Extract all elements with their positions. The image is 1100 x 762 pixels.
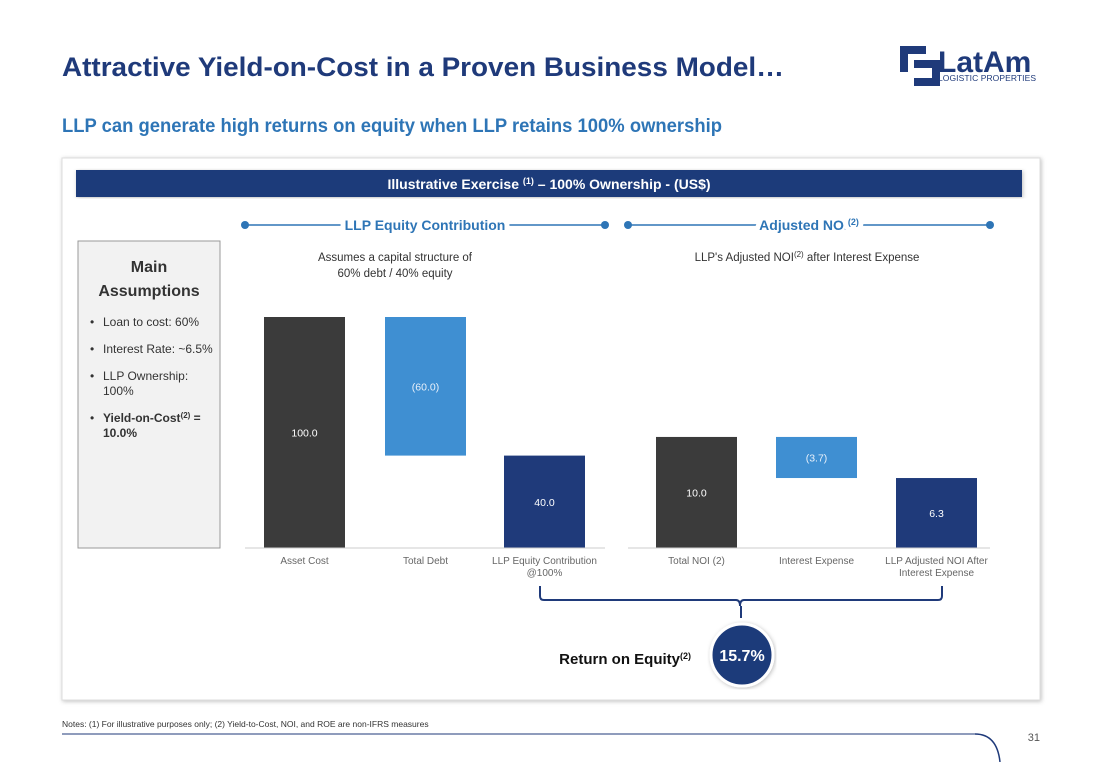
value-label: 10.0 [686, 487, 707, 499]
section-title: LLP Equity Contribution [345, 217, 506, 233]
bar [896, 478, 977, 548]
section-title-sup: (2) [848, 217, 859, 227]
category: Total Debt [402, 556, 449, 567]
banner-rest: – 100% Ownership - (US$) [534, 176, 711, 192]
card [61, 157, 1041, 701]
bullet: • [90, 342, 94, 356]
page-number: 31 [1028, 732, 1040, 744]
roe-label-text: Return on Equity [559, 651, 680, 668]
logo-name: LatAm [938, 46, 1031, 79]
chart-note: Assumes a capital structure of [318, 252, 473, 264]
chart-note-part: (2) [794, 250, 804, 259]
highlight-sup: (2) [181, 411, 191, 420]
section-dot [601, 221, 609, 229]
section-title-text: LLP Equity Contribution [345, 217, 506, 233]
value-label: 6.3 [929, 508, 944, 520]
category: LLP Adjusted NOI After Interest Expense [885, 556, 988, 579]
assumptions-title: Main [131, 259, 167, 276]
section-dot [241, 221, 249, 229]
chart-note: 60% debt / 40% equity [337, 268, 452, 280]
roe-label: Return on Equity(2) [559, 651, 691, 668]
logo-icon [900, 46, 940, 86]
x-tick-label: LLP Equity Contribution @100% [492, 556, 597, 579]
section-title-text: Adjusted NOI [759, 217, 848, 233]
category: Interest Expense [778, 556, 855, 567]
value-label: (3.7) [806, 452, 828, 464]
assumptions-title: Assumptions [98, 283, 199, 300]
assumption-highlight: Yield-on-Cost(2) = [103, 411, 201, 425]
bar [385, 317, 466, 456]
category: Total NOI (2) [668, 556, 725, 567]
category: Asset Cost [280, 556, 329, 567]
banner-text: Illustrative Exercise (1) – 100% Ownersh… [387, 176, 710, 192]
notes: Notes: (1) For illustrative purposes onl… [62, 719, 429, 729]
chart-note-part: LLP's Adjusted NOI [695, 252, 794, 264]
section-dot [624, 221, 632, 229]
assumption-item: Loan to cost: 60% [103, 315, 199, 329]
assumptions-box [77, 240, 221, 549]
roe-value: 15.7% [719, 648, 764, 665]
assumption-item: LLP Ownership: [103, 369, 188, 383]
chart-note: LLP's Adjusted NOI(2) after Interest Exp… [695, 250, 920, 264]
subtitle: LLP can generate high returns on equity … [62, 116, 722, 137]
slide-title: Attractive Yield-on-Cost in a Proven Bus… [62, 52, 784, 82]
value-label: 100.0 [291, 428, 317, 440]
roe-sup: (2) [680, 651, 691, 661]
section-title: Adjusted NOI(2) [759, 217, 859, 233]
chart-note-part: after Interest Expense [804, 252, 920, 264]
highlight-text: Yield-on-Cost [103, 411, 181, 425]
footer-curve [974, 733, 1001, 762]
section-dot [986, 221, 994, 229]
highlight-rest: = [190, 411, 200, 425]
bar [264, 317, 345, 548]
roe-circle [709, 622, 775, 688]
assumption-item: 100% [103, 384, 134, 398]
bar [504, 455, 585, 548]
logo: LatAm LOGISTIC PROPERTIES [900, 46, 1036, 86]
bar [656, 436, 737, 548]
logo-tagline: LOGISTIC PROPERTIES [938, 73, 1036, 83]
banner-main: Illustrative Exercise [387, 176, 522, 192]
value-label: 40.0 [534, 497, 555, 509]
bullet: • [90, 315, 94, 329]
category: LLP Equity Contribution @100% [492, 556, 597, 579]
value-label: (60.0) [412, 381, 439, 393]
x-tick-label: Total NOI (2) [668, 556, 725, 567]
assumption-item: Interest Rate: ~6.5% [103, 342, 213, 356]
assumption-highlight: 10.0% [103, 426, 137, 440]
bullet: • [90, 411, 94, 425]
bullet: • [90, 369, 94, 383]
x-tick-label: LLP Adjusted NOI After Interest Expense [885, 556, 988, 579]
x-tick-label: Total Debt [402, 556, 449, 567]
x-tick-label: Interest Expense [778, 556, 855, 567]
x-tick-label: Asset Cost [280, 556, 329, 567]
banner-sup: (1) [523, 176, 534, 186]
banner [76, 170, 1022, 197]
bar [776, 436, 857, 479]
